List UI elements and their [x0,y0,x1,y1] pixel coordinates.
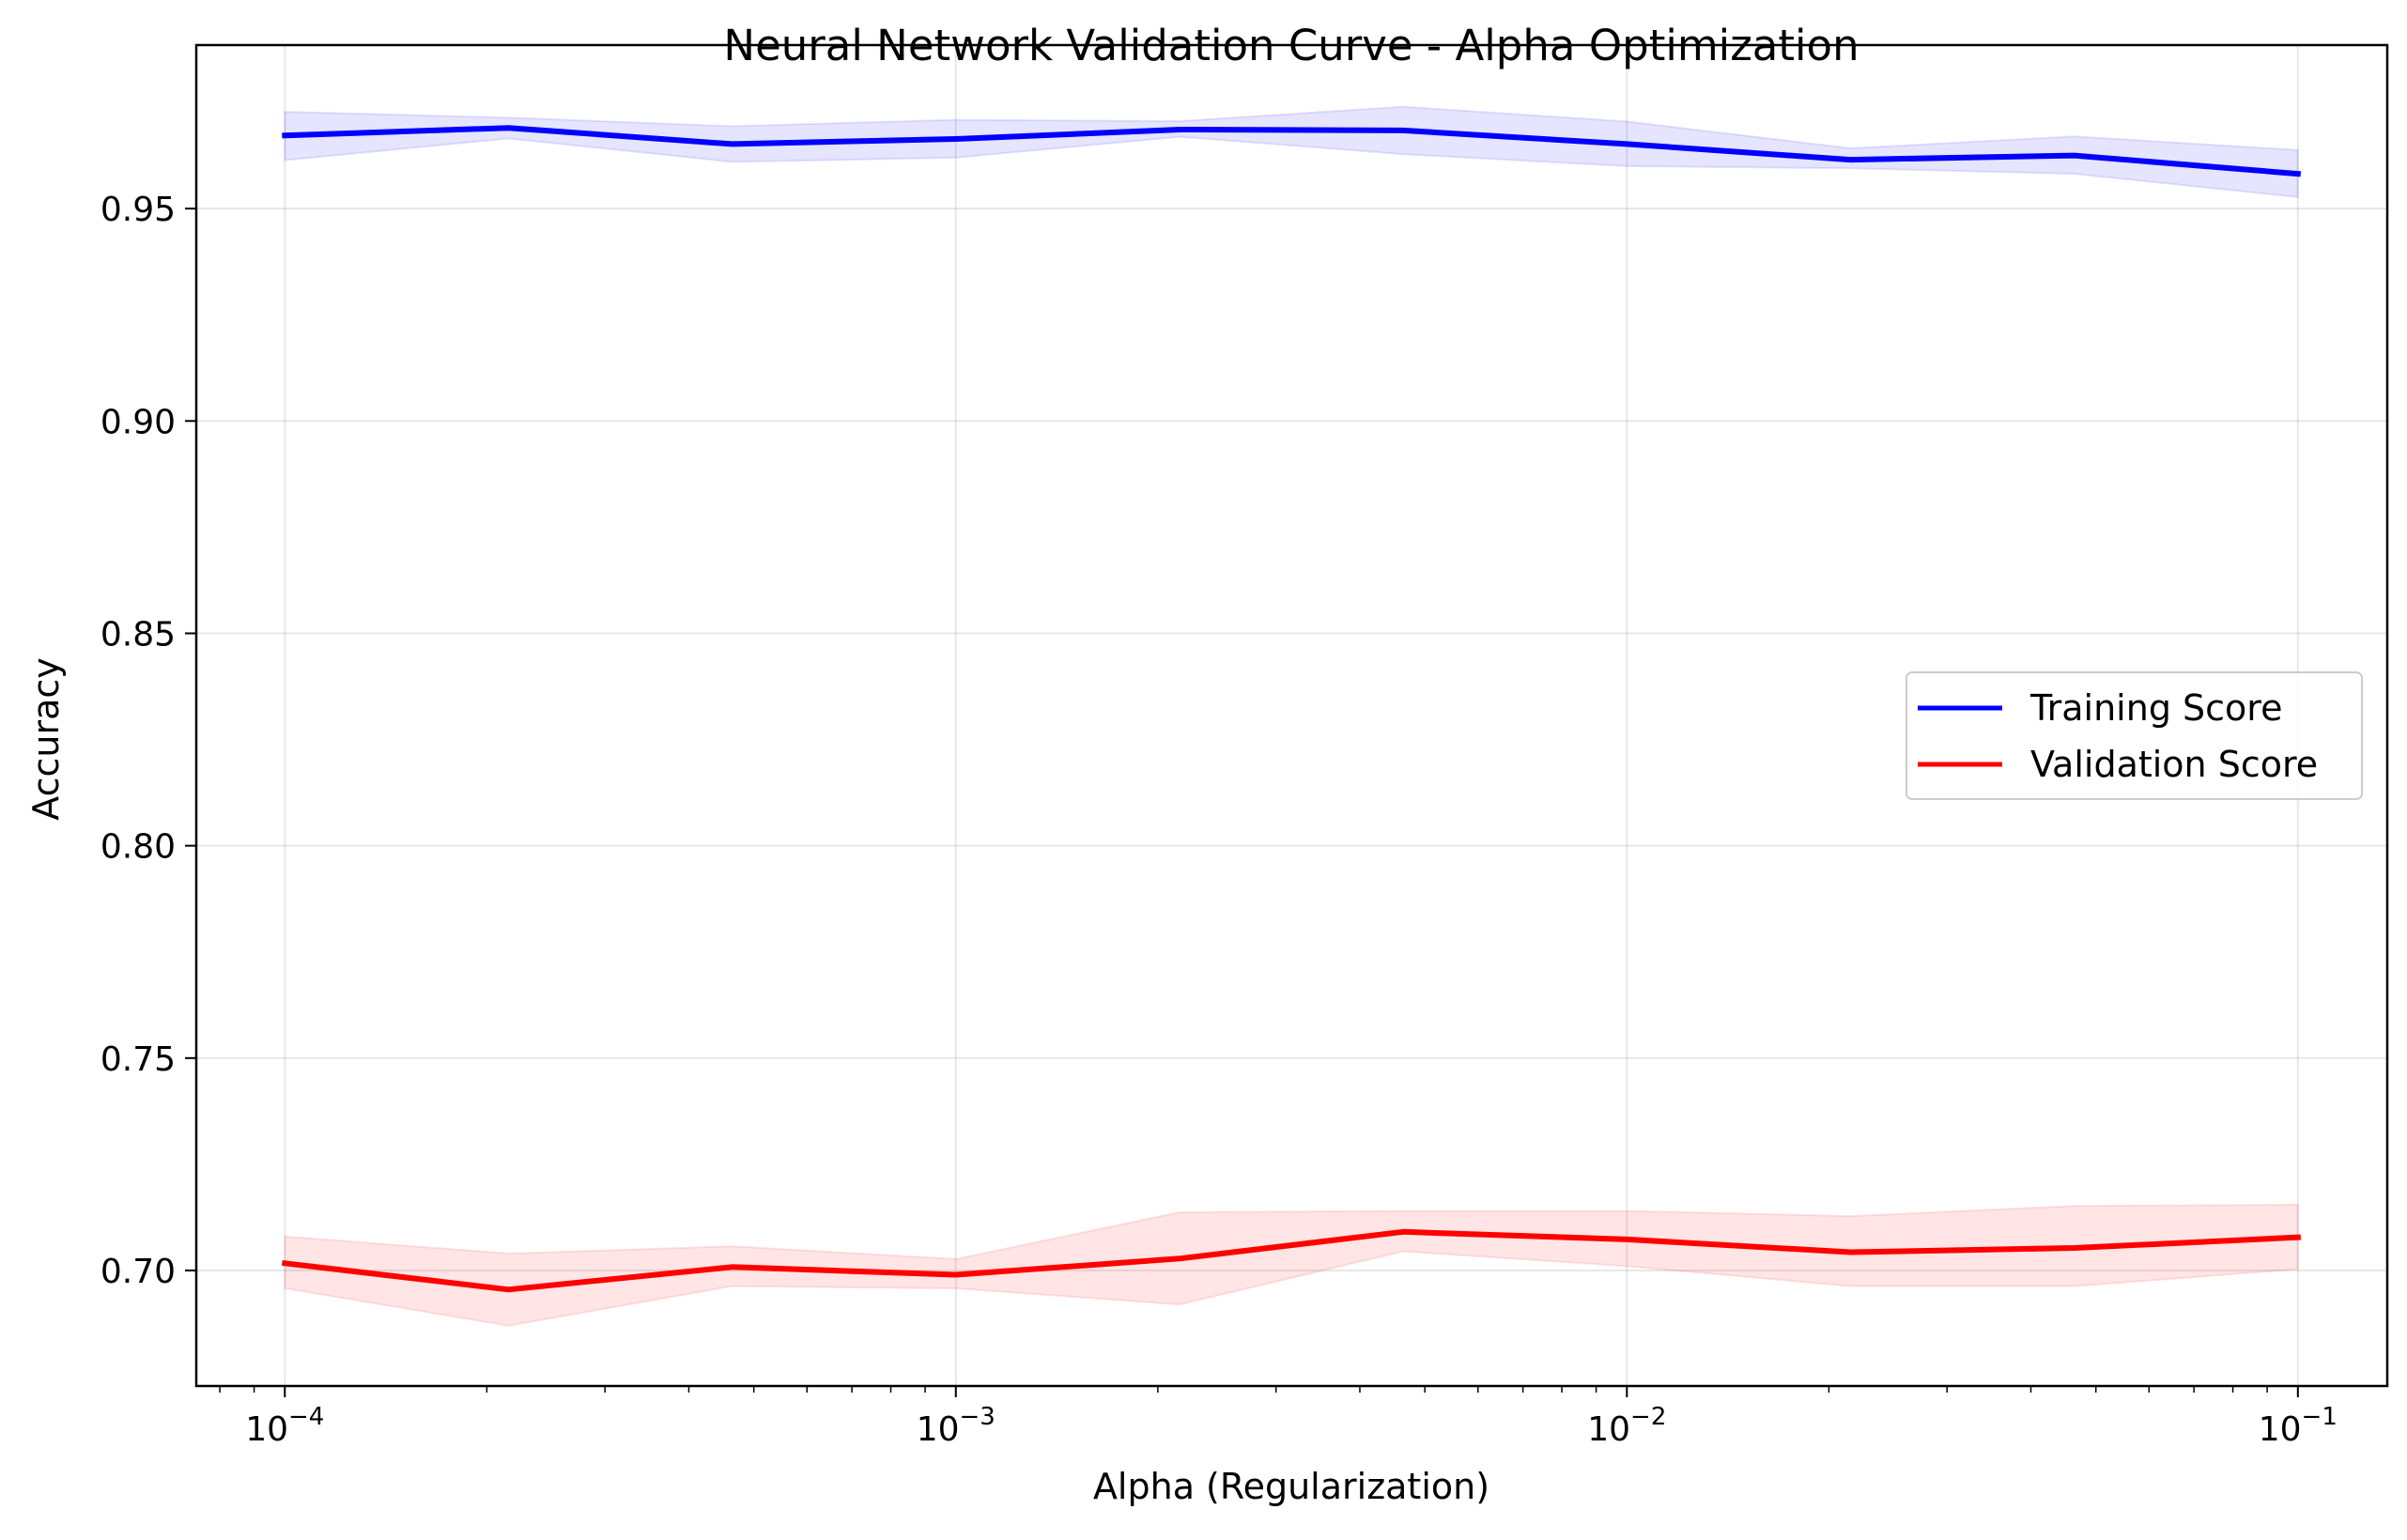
y-tick-label-2: 0.80 [100,828,176,867]
y-tick-label-4: 0.90 [100,403,176,441]
x-tick-label-0: 10−4 [245,1403,324,1449]
chart-title: Neural Network Validation Curve - Alpha … [723,21,1859,70]
band-layer [284,105,2299,1327]
x-axis-label: Alpha (Regularization) [1093,1466,1489,1507]
series-line-0 [282,125,2302,177]
legend-label-validation: Validation Score [2030,744,2318,785]
legend-box [1906,671,2363,800]
series-band-0 [284,105,2299,199]
y-tick-label-1: 0.75 [100,1040,176,1079]
y-tick-label-0: 0.70 [100,1253,176,1291]
y-tick-label-3: 0.85 [100,615,176,654]
legend: Training Score Validation Score [1906,671,2363,800]
y-tick-label-5: 0.95 [100,191,176,229]
legend-label-training: Training Score [2029,687,2282,729]
series-band-1 [284,1203,2299,1327]
plot-frame [194,43,2389,1388]
series-line-1 [281,1228,2301,1293]
y-axis-label: Accuracy [25,657,67,821]
line-layer [281,125,2302,1293]
